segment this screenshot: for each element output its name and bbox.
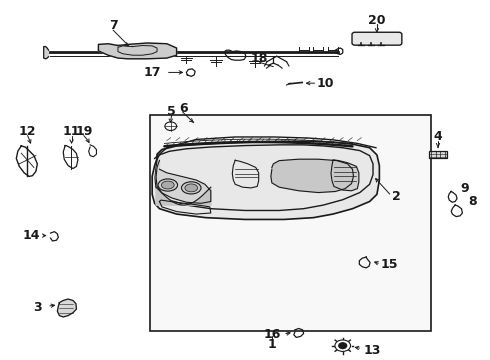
Bar bbox=[150, 116, 431, 330]
Text: 16: 16 bbox=[263, 328, 281, 341]
Polygon shape bbox=[98, 43, 176, 59]
Text: 8: 8 bbox=[468, 195, 476, 208]
Text: 7: 7 bbox=[109, 19, 118, 32]
Text: 18: 18 bbox=[251, 52, 269, 65]
Text: 13: 13 bbox=[364, 344, 381, 357]
Text: 1: 1 bbox=[268, 338, 276, 351]
Text: 19: 19 bbox=[75, 125, 93, 138]
Text: 6: 6 bbox=[180, 102, 188, 115]
Polygon shape bbox=[331, 160, 359, 191]
Text: 17: 17 bbox=[144, 66, 161, 79]
Bar bbox=[429, 151, 447, 158]
Polygon shape bbox=[44, 46, 49, 59]
Ellipse shape bbox=[185, 184, 197, 192]
Text: 9: 9 bbox=[461, 183, 469, 195]
Text: 15: 15 bbox=[380, 258, 398, 271]
Text: 11: 11 bbox=[63, 125, 80, 138]
Polygon shape bbox=[271, 159, 353, 193]
Circle shape bbox=[339, 343, 346, 348]
Ellipse shape bbox=[161, 181, 174, 189]
Polygon shape bbox=[156, 187, 211, 205]
Text: 12: 12 bbox=[19, 125, 36, 138]
Text: 10: 10 bbox=[317, 77, 334, 90]
Ellipse shape bbox=[181, 182, 201, 194]
Text: 4: 4 bbox=[434, 130, 442, 144]
Text: 2: 2 bbox=[392, 190, 401, 203]
FancyBboxPatch shape bbox=[352, 32, 402, 45]
Polygon shape bbox=[156, 160, 211, 203]
Ellipse shape bbox=[158, 179, 177, 191]
Polygon shape bbox=[57, 299, 76, 317]
Text: 5: 5 bbox=[167, 105, 176, 118]
Text: 20: 20 bbox=[368, 14, 386, 27]
Text: 3: 3 bbox=[33, 301, 42, 314]
Polygon shape bbox=[152, 141, 379, 220]
Text: 14: 14 bbox=[22, 229, 40, 242]
